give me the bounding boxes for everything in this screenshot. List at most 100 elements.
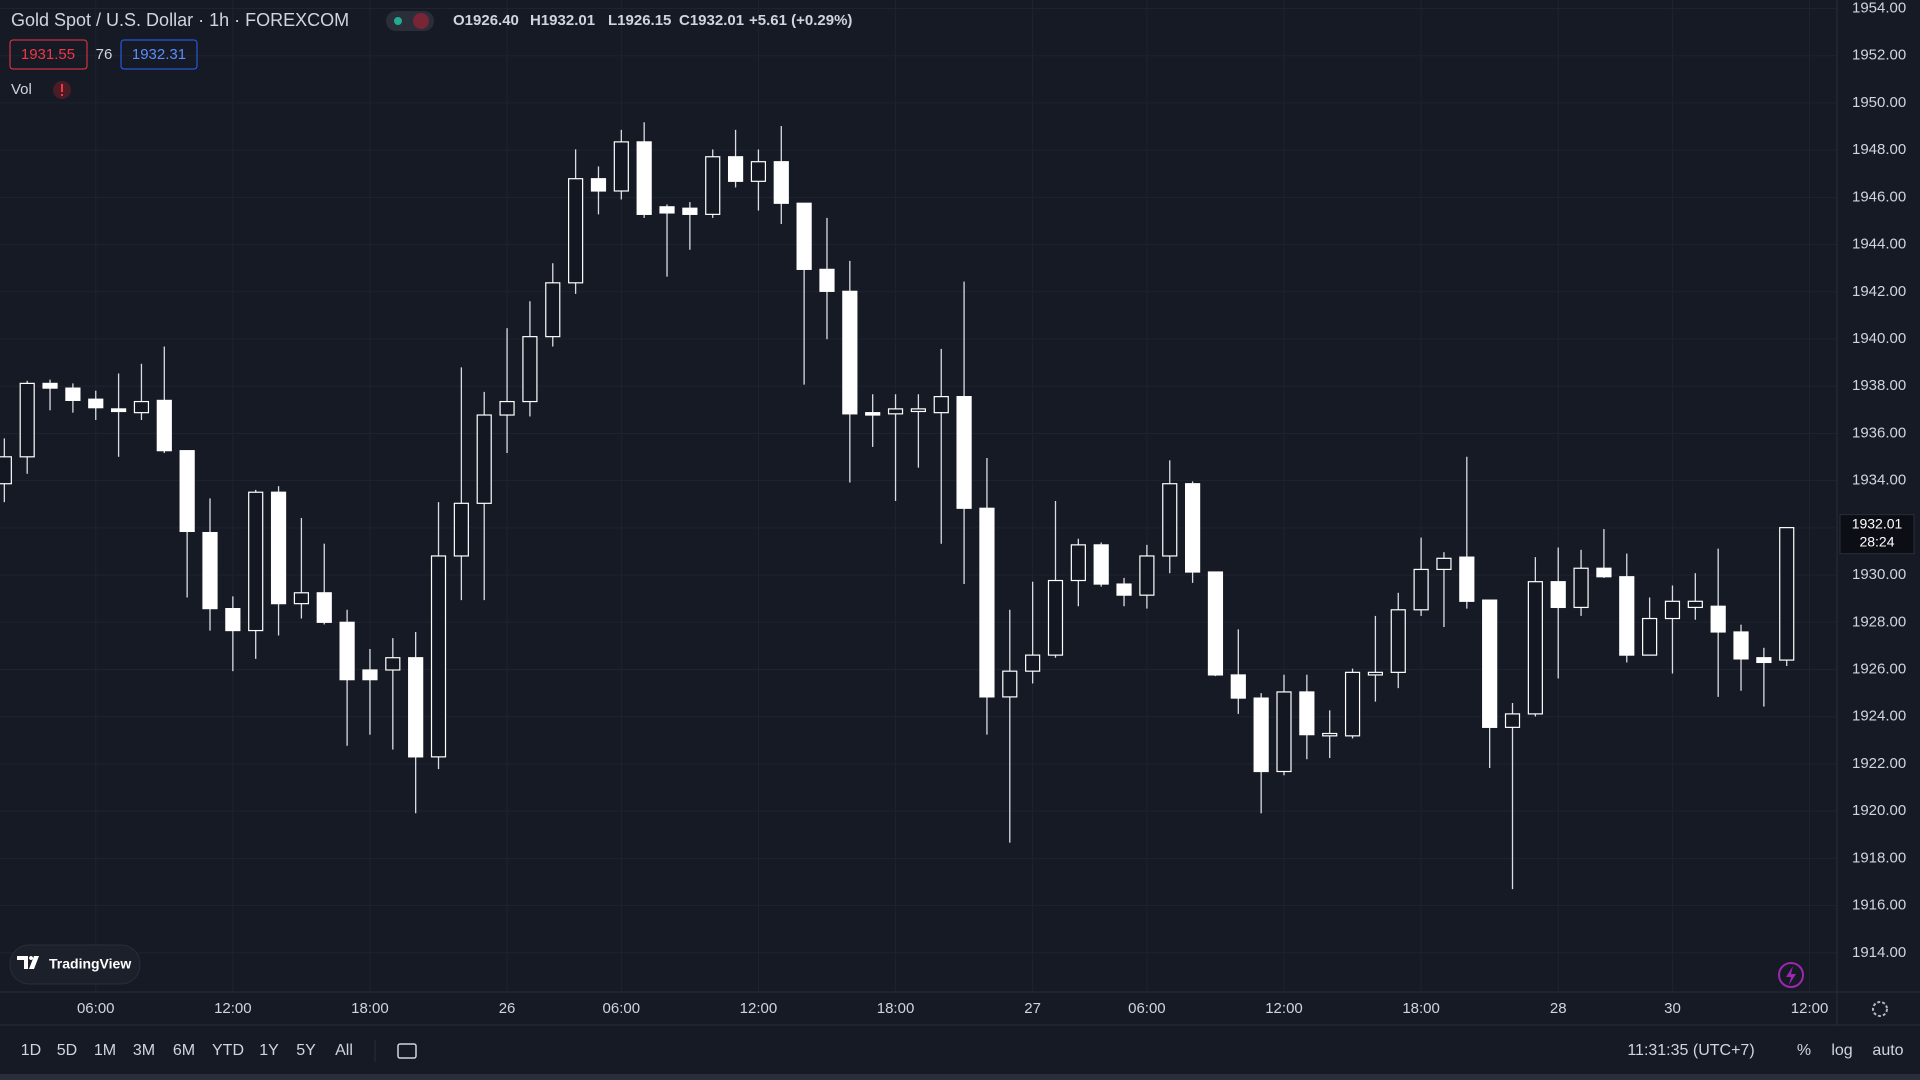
- candle-body: [1322, 732, 1338, 737]
- candle-body: [819, 268, 835, 292]
- clock[interactable]: 11:31:35 (UTC+7): [1627, 1042, 1754, 1059]
- x-tick-label: 18:00: [351, 1000, 389, 1017]
- range-button[interactable]: 1D: [21, 1042, 41, 1059]
- candle-body: [1025, 654, 1041, 672]
- ask-price[interactable]: 1932.31: [132, 46, 186, 63]
- bid-box[interactable]: [9, 39, 88, 70]
- range-button[interactable]: YTD: [212, 1042, 244, 1059]
- candle-body: [179, 450, 195, 533]
- candle-body: [1002, 670, 1018, 698]
- candle-body: [910, 408, 926, 413]
- candle-body: [430, 555, 447, 758]
- candle-body: [979, 507, 995, 698]
- candle-body: [933, 396, 949, 414]
- y-tick-label: 1922.00: [1852, 755, 1906, 772]
- y-tick-label: 1938.00: [1852, 377, 1906, 394]
- candle-body: [408, 657, 424, 758]
- y-tick-label: 1930.00: [1852, 566, 1906, 583]
- ohlc-value: C1932.01: [679, 12, 744, 29]
- candle-body: [1527, 581, 1543, 715]
- candle-body: [1413, 568, 1429, 611]
- logo-badge[interactable]: [9, 944, 141, 985]
- candle-body: [1664, 600, 1681, 620]
- candle-body: [1733, 631, 1749, 660]
- range-button[interactable]: 5D: [57, 1042, 77, 1059]
- candle-body: [293, 592, 310, 605]
- candle-body: [362, 669, 378, 681]
- market-open-dot: [394, 17, 402, 25]
- candle-body: [270, 491, 287, 605]
- candle-body: [110, 408, 127, 413]
- bid-price[interactable]: 1931.55: [21, 46, 75, 63]
- candle-body: [1687, 600, 1703, 609]
- candle-body: [156, 399, 172, 452]
- calendar-icon[interactable]: [397, 1043, 417, 1059]
- x-tick-label: 06:00: [603, 1000, 641, 1017]
- price-tag: [1839, 514, 1915, 555]
- lightning-button[interactable]: [1778, 962, 1804, 988]
- y-tick-label: 1942.00: [1852, 283, 1906, 300]
- range-button[interactable]: 1Y: [259, 1042, 279, 1059]
- candle-body: [225, 608, 241, 632]
- range-button[interactable]: 1M: [94, 1042, 116, 1059]
- y-tick-label: 1926.00: [1852, 660, 1906, 677]
- y-tick-label: 1934.00: [1852, 472, 1906, 489]
- bottom-toolbar: 1D 5D 1M 3M 6M YTD 1Y 5Y All 11:31:35 (UTC+7)% log…: [21, 1042, 1904, 1059]
- x-tick-label: 06:00: [77, 1000, 115, 1017]
- candle-body: [1093, 544, 1109, 585]
- range-button[interactable]: 5Y: [296, 1042, 316, 1059]
- candle-body: [1779, 527, 1795, 661]
- y-tick-label: 1924.00: [1852, 708, 1906, 725]
- volume-label[interactable]: Vol: [11, 81, 32, 98]
- candle-body: [773, 161, 789, 204]
- symbol-title[interactable]: Gold Spot / U.S. Dollar · 1h · FOREXCOM: [11, 10, 349, 30]
- date-range-button[interactable]: [397, 1043, 417, 1059]
- range-button[interactable]: 3M: [133, 1042, 155, 1059]
- candle-body: [1619, 576, 1635, 656]
- scale-option[interactable]: auto: [1872, 1042, 1903, 1059]
- y-tick-label: 1936.00: [1852, 424, 1906, 441]
- candle-body: [522, 336, 538, 403]
- candle-body: [453, 502, 469, 557]
- spread: 76: [96, 46, 113, 63]
- candle-body: [1207, 571, 1224, 676]
- candle-body: [887, 408, 904, 415]
- candle-body: [19, 382, 35, 458]
- axes: 1914.00 1916.00 1918.00 1920.00 1922.00 1924.…: [77, 0, 1906, 1017]
- y-tick-label: 1918.00: [1852, 849, 1906, 866]
- scale-option[interactable]: log: [1831, 1042, 1852, 1059]
- candle-body: [1184, 483, 1201, 573]
- candle-body: [1436, 557, 1452, 571]
- y-tick-label: 1940.00: [1852, 330, 1906, 347]
- settings-button[interactable]: [1872, 1001, 1888, 1017]
- warning-dot: [61, 94, 63, 96]
- candle-body: [705, 156, 721, 215]
- x-tick-label: 06:00: [1128, 1000, 1166, 1017]
- candle-body: [1299, 691, 1315, 736]
- range-button[interactable]: 6M: [173, 1042, 195, 1059]
- candle-body: [1482, 599, 1498, 728]
- candle-body: [1756, 657, 1772, 664]
- x-tick-label: 26: [499, 1000, 516, 1017]
- y-tick-label: 1916.00: [1852, 897, 1906, 914]
- logo-text: TradingView: [49, 956, 131, 972]
- ask-box[interactable]: [120, 39, 198, 70]
- y-tick-label: 1954.00: [1852, 0, 1906, 16]
- candle-body: [1642, 617, 1658, 656]
- x-tick-label: 12:00: [214, 1000, 252, 1017]
- candle-body: [1504, 713, 1521, 728]
- candle-body: [202, 531, 218, 610]
- candle-body: [613, 141, 629, 192]
- bar-countdown: 28:24: [1859, 533, 1894, 549]
- candle-body: [1550, 581, 1566, 609]
- candle-body: [659, 206, 675, 214]
- candle-body: [476, 414, 492, 504]
- scale-option[interactable]: %: [1797, 1042, 1811, 1059]
- candle-body: [1573, 567, 1589, 609]
- candle-body: [842, 290, 858, 415]
- warning-mark: [61, 84, 63, 92]
- y-tick-label: 1950.00: [1852, 94, 1906, 111]
- range-button[interactable]: All: [335, 1042, 353, 1059]
